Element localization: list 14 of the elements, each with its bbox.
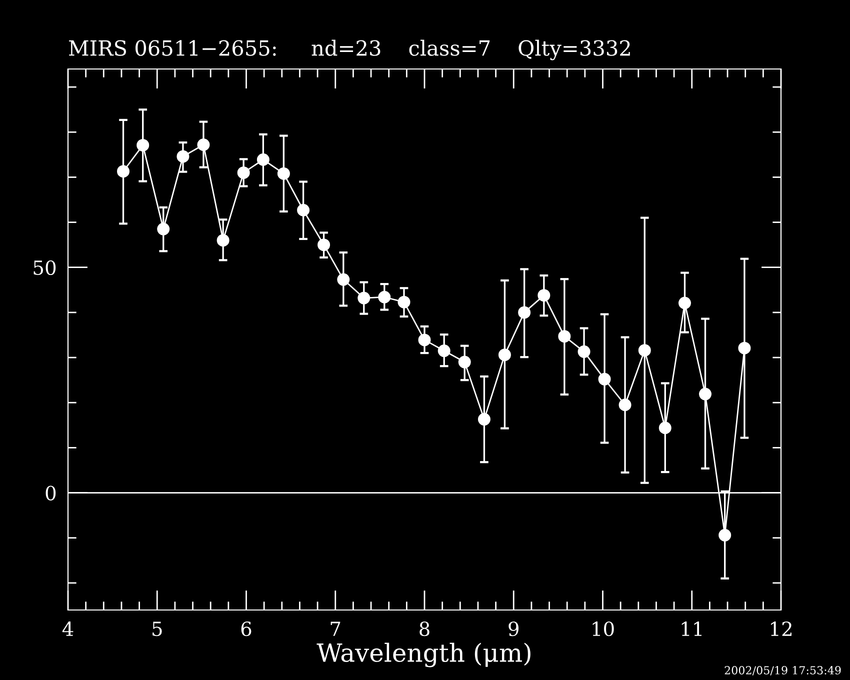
x-tick-label: 4: [62, 621, 74, 636]
chart-title: MIRS 06511−2655: nd=23 class=7 Qlty=3332: [69, 40, 630, 60]
x-tick-label: 9: [508, 621, 518, 636]
x-tick-label: 11: [682, 621, 702, 636]
x-axis-title: Wavelength (μm): [316, 642, 530, 668]
x-tick-label: 8: [420, 621, 430, 636]
x-tick-label: 10: [592, 621, 614, 636]
y-tick-label: 0: [46, 486, 56, 500]
x-tick-label: 7: [330, 622, 340, 636]
x-tick-label: 6: [241, 621, 252, 636]
y-tick-label: 50: [34, 260, 56, 276]
x-tick-label: 12: [771, 621, 792, 636]
x-tick-label: 5: [152, 622, 162, 636]
text: 2002/05/19 17:53:49: [724, 666, 841, 676]
